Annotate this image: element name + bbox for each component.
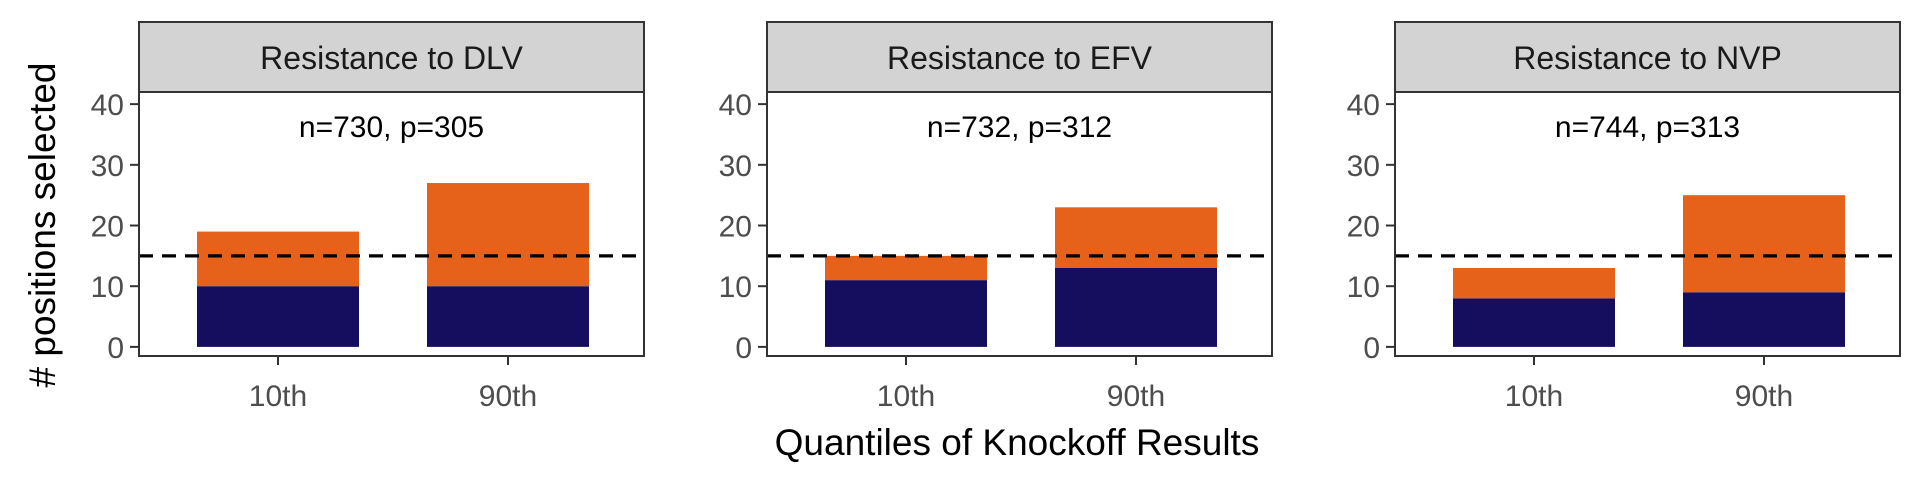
facet-title: Resistance to NVP bbox=[1513, 40, 1782, 76]
bar-segment bbox=[1453, 268, 1615, 299]
bar-segment bbox=[427, 183, 589, 287]
y-tick-label: 30 bbox=[91, 150, 124, 183]
facet-strip bbox=[138, 21, 645, 93]
bar-segment bbox=[1683, 195, 1845, 293]
y-tick-label: 20 bbox=[1347, 211, 1380, 244]
y-tick-label: 20 bbox=[91, 211, 124, 244]
x-tick-label: 10th bbox=[877, 380, 935, 413]
y-tick-label: 40 bbox=[719, 89, 752, 122]
x-axis-label: Quantiles of Knockoff Results bbox=[775, 422, 1260, 463]
y-axis-label: # positions selected bbox=[22, 63, 63, 388]
y-tick-label: 40 bbox=[1347, 89, 1380, 122]
bar-segment bbox=[427, 286, 589, 347]
bar-segment bbox=[197, 231, 359, 287]
y-tick-label: 0 bbox=[1363, 332, 1380, 365]
facet-title: Resistance to EFV bbox=[887, 40, 1153, 76]
bar-segment bbox=[1055, 268, 1217, 347]
plot-frame bbox=[1394, 91, 1901, 357]
panel-annotation: n=732, p=312 bbox=[927, 111, 1112, 144]
facet-panels: Resistance to DLV n=730, p=305 0 10 20 30 40 10… bbox=[91, 21, 1901, 413]
y-tick-label: 0 bbox=[107, 332, 124, 365]
y-tick-label: 10 bbox=[719, 271, 752, 304]
plot-frame bbox=[138, 91, 645, 357]
y-tick-label: 30 bbox=[719, 150, 752, 183]
y-tick-label: 20 bbox=[719, 211, 752, 244]
panel-annotation: n=730, p=305 bbox=[299, 111, 484, 144]
bar-segment bbox=[825, 280, 987, 347]
y-tick-label: 0 bbox=[735, 332, 752, 365]
x-tick-label: 90th bbox=[1107, 380, 1165, 413]
facet-strip bbox=[1394, 21, 1901, 93]
bar-segment bbox=[825, 255, 987, 281]
facet-panel: Resistance to DLV n=730, p=305 0 10 20 30 40 10… bbox=[91, 21, 645, 413]
x-tick-label: 10th bbox=[1505, 380, 1563, 413]
bar-segment bbox=[197, 286, 359, 347]
facet-title: Resistance to DLV bbox=[260, 40, 523, 76]
bar-segment bbox=[1683, 292, 1845, 347]
bar-segment bbox=[1453, 298, 1615, 347]
facet-panel: Resistance to NVP n=744, p=313 0 10 20 30 40 10… bbox=[1347, 21, 1901, 413]
y-tick-label: 10 bbox=[91, 271, 124, 304]
plot-frame bbox=[766, 91, 1273, 357]
y-tick-label: 10 bbox=[1347, 271, 1380, 304]
y-tick-label: 40 bbox=[91, 89, 124, 122]
x-tick-label: 90th bbox=[479, 380, 537, 413]
y-tick-label: 30 bbox=[1347, 150, 1380, 183]
x-tick-label: 10th bbox=[249, 380, 307, 413]
panel-annotation: n=744, p=313 bbox=[1555, 111, 1740, 144]
bar-segment bbox=[1055, 207, 1217, 268]
facet-panel: Resistance to EFV n=732, p=312 0 10 20 30 40 10… bbox=[719, 21, 1273, 413]
x-tick-label: 90th bbox=[1735, 380, 1793, 413]
